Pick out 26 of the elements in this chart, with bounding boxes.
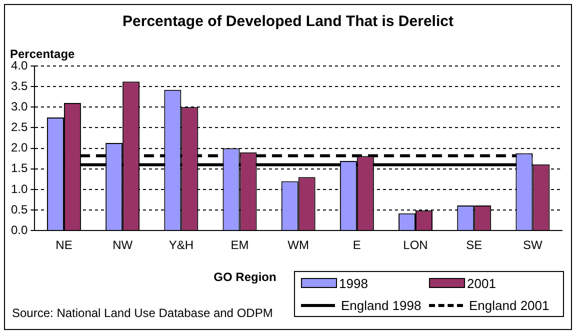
y-tick-label: 3.5 — [10, 78, 28, 93]
y-tick-label: 2.5 — [10, 120, 28, 134]
x-axis-title: GO Region — [214, 270, 276, 284]
x-tick-label: NE — [56, 238, 72, 252]
y-tick-label: 0.5 — [10, 202, 28, 216]
x-tick-label: WM — [288, 238, 310, 252]
y-tick-label: 3.0 — [10, 99, 28, 114]
y-tick-label: 4.0 — [10, 58, 28, 72]
x-tick-label: SW — [523, 238, 544, 252]
x-tick-label: E — [352, 238, 361, 252]
legend-label: 2001 — [467, 276, 496, 290]
chart-title: Percentage of Developed Land That is Derelict — [122, 13, 454, 30]
y-tick-label: 2.0 — [10, 140, 28, 155]
y-tick-label: 0.0 — [10, 222, 28, 237]
x-tick-label: Y&H — [168, 238, 194, 252]
legend-label: England 1998 — [341, 298, 422, 312]
y-axis-title: Percentage — [10, 47, 76, 61]
y-tick-label: 1.5 — [10, 161, 28, 176]
source-note: Source: National Land Use Database and ODPM — [12, 306, 273, 320]
x-tick-label: NW — [112, 238, 134, 252]
x-tick-label: LON — [403, 238, 428, 252]
legend-label: 1998 — [339, 276, 368, 290]
x-tick-label: EM — [230, 238, 249, 252]
legend-label: England 2001 — [469, 298, 550, 312]
y-tick-label: 1.0 — [10, 182, 28, 196]
x-tick-label: SE — [466, 238, 482, 252]
